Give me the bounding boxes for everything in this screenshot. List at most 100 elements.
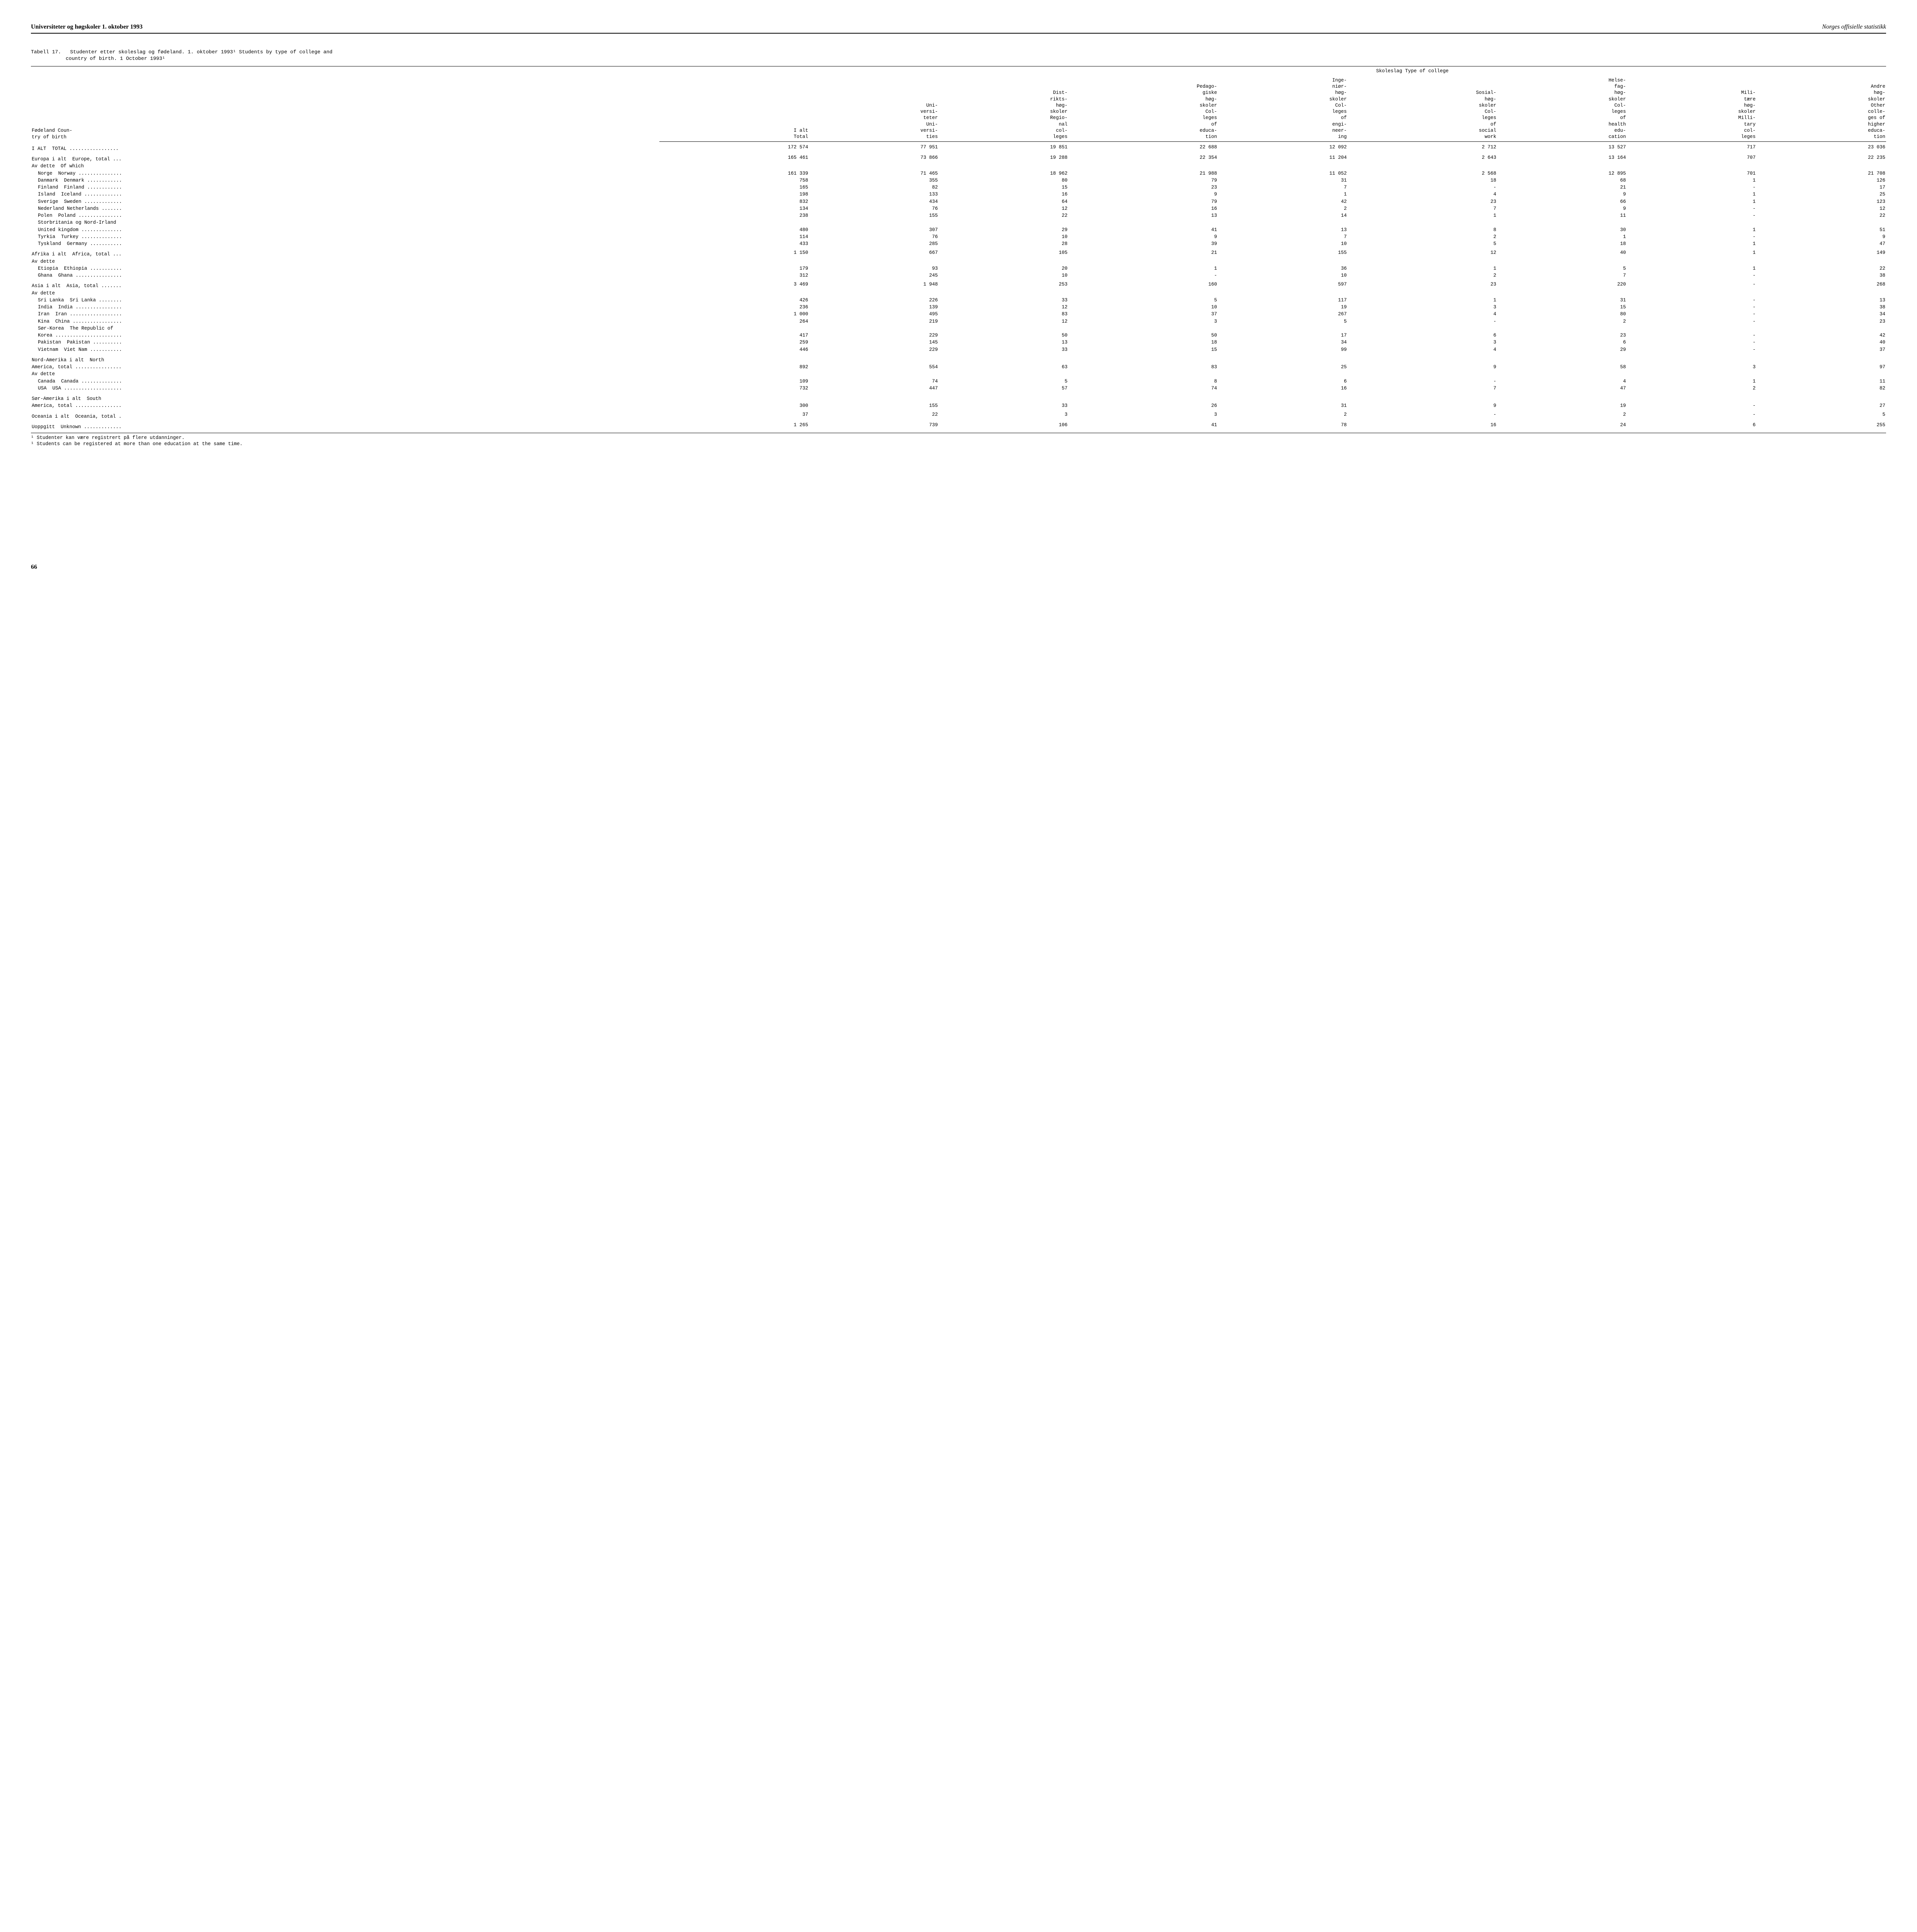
row-value: - <box>1627 272 1757 279</box>
row-value: - <box>1627 332 1757 339</box>
row-value <box>1756 219 1886 226</box>
row-label: Oceania i alt Oceania, total . <box>31 410 659 420</box>
row-value <box>1068 371 1218 378</box>
row-label: Sør-Korea The Republic of <box>31 325 659 332</box>
row-value: 37 <box>659 410 809 420</box>
table-caption: Tabell 17. Studenter etter skoleslag og … <box>31 49 1886 62</box>
row-value: 7 <box>1218 184 1348 191</box>
row-value: 12 <box>1347 247 1497 258</box>
row-value <box>809 353 939 364</box>
row-value: 264 <box>659 318 809 325</box>
row-value <box>1218 219 1348 226</box>
row-value: 99 <box>1218 346 1348 353</box>
row-value: 4 <box>1347 311 1497 318</box>
row-value: 74 <box>809 378 939 385</box>
row-value <box>1218 371 1348 378</box>
row-value: 10 <box>1218 240 1348 247</box>
row-value: 732 <box>659 385 809 392</box>
row-value: 18 <box>1068 339 1218 346</box>
row-value: 253 <box>939 279 1069 289</box>
row-value <box>809 290 939 297</box>
row-value: 9 <box>1497 191 1627 198</box>
row-value: 1 948 <box>809 279 939 289</box>
row-value: 105 <box>939 247 1069 258</box>
row-label: Nord-Amerika i alt North <box>31 353 659 364</box>
row-value: 83 <box>939 311 1069 318</box>
row-value: 22 <box>1756 212 1886 219</box>
row-label: America, total ................ <box>31 402 659 409</box>
row-value: 267 <box>1218 311 1348 318</box>
row-value <box>1756 325 1886 332</box>
row-value: 417 <box>659 332 809 339</box>
table-row: Sri Lanka Sri Lanka ........426226335117… <box>31 297 1886 304</box>
row-value <box>1347 163 1497 170</box>
row-value: 5 <box>1218 318 1348 325</box>
row-value: 79 <box>1068 198 1218 205</box>
row-value: 155 <box>1218 247 1348 258</box>
table-row: Norge Norway ...............161 33971 46… <box>31 170 1886 177</box>
table-row: Nederland Netherlands .......13476121627… <box>31 205 1886 212</box>
table-row: India India ................236139121019… <box>31 304 1886 311</box>
row-value: 1 <box>1218 191 1348 198</box>
row-value: 165 461 <box>659 152 809 163</box>
row-value: 2 <box>1218 410 1348 420</box>
row-label: Sverige Sweden ............. <box>31 198 659 205</box>
row-value: 5 <box>1347 240 1497 247</box>
row-value: 40 <box>1756 339 1886 346</box>
row-value: 31 <box>1497 297 1627 304</box>
row-value <box>1218 290 1348 297</box>
row-value: 1 150 <box>659 247 809 258</box>
row-value: 26 <box>1068 402 1218 409</box>
row-value <box>659 163 809 170</box>
row-value: 42 <box>1756 332 1886 339</box>
row-value: 58 <box>1497 364 1627 371</box>
row-value: 41 <box>1068 226 1218 233</box>
row-value: - <box>1347 410 1497 420</box>
row-value <box>1218 392 1348 402</box>
table-row: Nord-Amerika i alt North <box>31 353 1886 364</box>
row-value: 19 288 <box>939 152 1069 163</box>
row-value: 66 <box>1497 198 1627 205</box>
row-label: Korea ....................... <box>31 332 659 339</box>
page-number: 66 <box>31 563 1886 571</box>
row-value <box>1756 392 1886 402</box>
row-value <box>1497 325 1627 332</box>
row-value: 36 <box>1218 265 1348 272</box>
row-value: 23 036 <box>1756 142 1886 152</box>
row-value: 21 <box>1068 247 1218 258</box>
row-value: - <box>1627 410 1757 420</box>
row-value <box>1068 392 1218 402</box>
row-value: 220 <box>1497 279 1627 289</box>
row-value: 10 <box>1218 272 1348 279</box>
row-value: 597 <box>1218 279 1348 289</box>
row-value: 23 <box>1756 318 1886 325</box>
row-value <box>1218 353 1348 364</box>
row-value <box>1497 392 1627 402</box>
row-label: Afrika i alt Africa, total ... <box>31 247 659 258</box>
row-value: 5 <box>1497 265 1627 272</box>
row-value: 19 851 <box>939 142 1069 152</box>
row-label: Asia i alt Asia, total ....... <box>31 279 659 289</box>
row-value: 76 <box>809 233 939 240</box>
row-value: 2 568 <box>1347 170 1497 177</box>
row-value: 145 <box>809 339 939 346</box>
table-number: Tabell 17. <box>31 49 61 55</box>
row-value: 71 465 <box>809 170 939 177</box>
row-value <box>1347 392 1497 402</box>
row-value: - <box>1068 272 1218 279</box>
col-health: Helse- fag- høg- skoler Col- leges of he… <box>1497 76 1627 142</box>
row-value: 47 <box>1497 385 1627 392</box>
row-value: 64 <box>939 198 1069 205</box>
row-label: Polen Poland ............... <box>31 212 659 219</box>
row-value <box>809 392 939 402</box>
row-value: 7 <box>1497 272 1627 279</box>
col-engineering: Inge- niør- høg- skoler Col- leges of en… <box>1218 76 1348 142</box>
row-value: 10 <box>939 272 1069 279</box>
table-row: Canada Canada ..............10974586-411… <box>31 378 1886 385</box>
row-value: 30 <box>1497 226 1627 233</box>
row-value: 13 164 <box>1497 152 1627 163</box>
row-value: 10 <box>1068 304 1218 311</box>
row-value <box>1347 258 1497 265</box>
row-value: 717 <box>1627 142 1757 152</box>
row-value: 6 <box>1497 339 1627 346</box>
